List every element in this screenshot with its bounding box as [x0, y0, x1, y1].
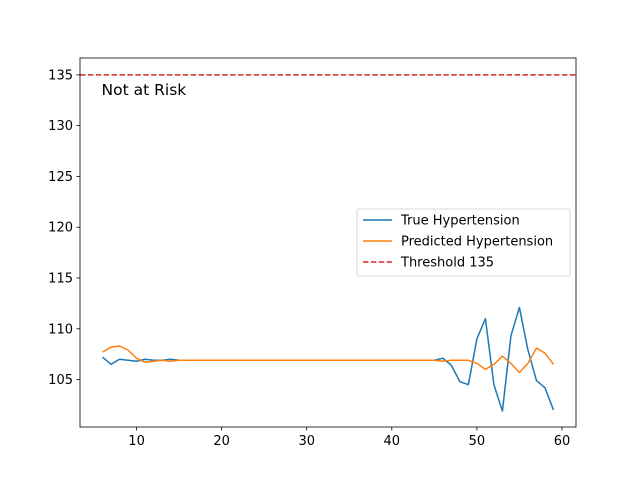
y-tick-label: 120 [48, 221, 73, 236]
y-tick-label: 135 [48, 68, 73, 83]
x-tick-label: 20 [213, 434, 230, 449]
x-tick-label: 60 [554, 434, 571, 449]
not-at-risk-annotation: Not at Risk [102, 81, 187, 99]
axes-frame [79, 57, 577, 428]
legend: True Hypertension Predicted Hypertension T… [356, 208, 571, 277]
legend-box [356, 208, 571, 277]
x-tick-label: 40 [384, 434, 401, 449]
series-line-2 [102, 345, 555, 374]
axes-layer: 10 20 30 40 50 60 105 110 115 120 125 130 135 [48, 57, 577, 449]
y-tick-label: 125 [48, 170, 73, 185]
plot-layer [80, 74, 576, 412]
x-tick-label: 30 [298, 434, 315, 449]
x-tick-label: 10 [128, 434, 145, 449]
legend-label-2: Predicted Hypertension [401, 235, 553, 250]
y-tick-label: 110 [48, 322, 73, 337]
y-tick-label: 130 [48, 119, 73, 134]
y-tick-label: 115 [48, 271, 73, 286]
legend-label-1: True Hypertension [400, 214, 520, 229]
x-tick-label: 50 [469, 434, 486, 449]
y-tick-label: 105 [48, 373, 73, 388]
legend-label-3: Threshold 135 [400, 256, 494, 271]
